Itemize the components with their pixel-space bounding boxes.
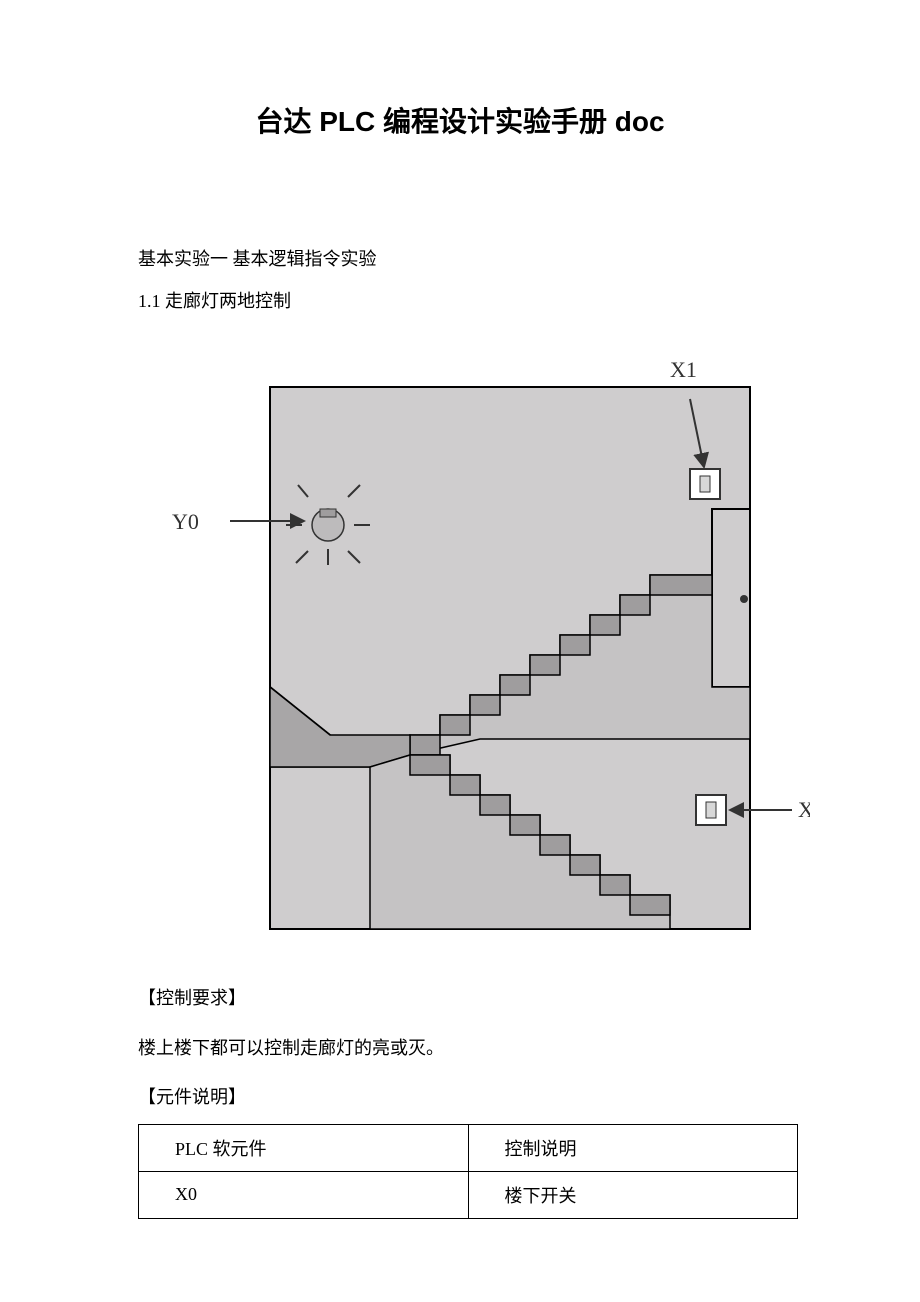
control-req-heading: 【控制要求】 <box>138 979 810 1019</box>
table-cell: X0 <box>139 1171 469 1218</box>
table-row: X0 楼下开关 <box>139 1171 798 1218</box>
table-header-cell: PLC 软元件 <box>139 1124 469 1171</box>
switch-x0-icon <box>696 795 726 825</box>
label-y0: Y0 <box>172 509 199 534</box>
stairwell-diagram: www.bdpx.com <box>110 329 810 969</box>
control-req-item: 楼上楼下都可以控制走廊灯的亮或灭。 <box>138 1029 810 1069</box>
element-table: PLC 软元件 控制说明 X0 楼下开关 <box>138 1124 810 1219</box>
element-desc-heading: 【元件说明】 <box>138 1078 810 1118</box>
table-row: PLC 软元件 控制说明 <box>139 1124 798 1171</box>
experiment-subheading: 1.1 走廊灯两地控制 <box>138 282 810 322</box>
intro-block: 基本实验一 基本逻辑指令实验 1.1 走廊灯两地控制 <box>138 240 810 321</box>
switch-x1-icon <box>690 469 720 499</box>
page-title: 台达 PLC 编程设计实验手册 doc <box>110 100 810 140</box>
label-x0: X0 <box>798 797 810 822</box>
label-x1: X1 <box>670 357 697 382</box>
experiment-heading: 基本实验一 基本逻辑指令实验 <box>138 240 810 280</box>
table-header-cell: 控制说明 <box>468 1124 798 1171</box>
table-cell: 楼下开关 <box>468 1171 798 1218</box>
